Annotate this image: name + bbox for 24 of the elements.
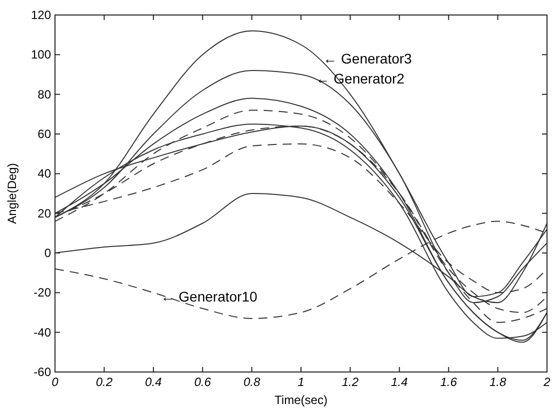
x-tick-label: 0.6 <box>194 375 212 389</box>
y-tick-label: -60 <box>34 365 52 379</box>
y-tick-label: 120 <box>30 8 52 22</box>
x-tick-label: 0.8 <box>243 375 260 389</box>
x-tick-label: 1.4 <box>391 375 408 389</box>
x-tick-label: 2 <box>542 375 551 389</box>
x-tick-label: 1.8 <box>489 375 506 389</box>
y-tick-label: 100 <box>30 48 52 62</box>
x-tick-label: 0.4 <box>145 375 162 389</box>
y-tick-label: -40 <box>34 325 52 340</box>
y-tick-label: 40 <box>38 166 52 181</box>
x-tick-label: 1.6 <box>440 375 458 389</box>
y-tick-label: -20 <box>34 286 52 300</box>
annotation: ← Generator10 <box>160 288 258 305</box>
y-axis-title: Angle(Deg) <box>5 163 19 224</box>
y-tick-label: 60 <box>38 127 52 141</box>
x-tick-label: 0.2 <box>96 375 113 389</box>
x-tick-label: 1.2 <box>342 375 359 389</box>
x-tick-label: 1 <box>298 375 304 389</box>
y-tick-label: 0 <box>44 246 52 260</box>
y-tick-label: 20 <box>38 206 52 220</box>
annotation: ← Generator3 <box>323 50 412 67</box>
x-axis-title: Time(sec) <box>274 393 328 407</box>
y-tick-label: 80 <box>38 87 52 102</box>
